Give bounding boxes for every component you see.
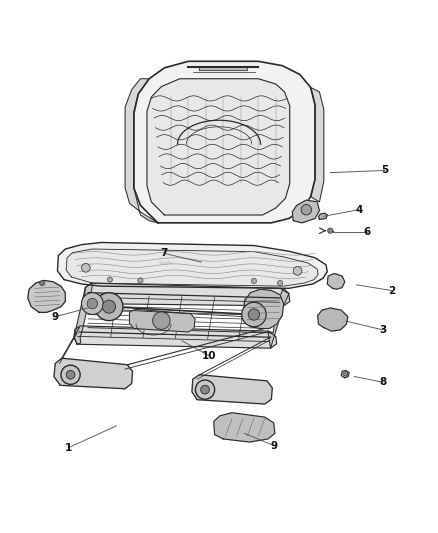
Polygon shape bbox=[214, 413, 275, 442]
Circle shape bbox=[95, 293, 123, 321]
Text: 3: 3 bbox=[379, 325, 386, 335]
Polygon shape bbox=[199, 67, 247, 70]
Polygon shape bbox=[147, 79, 290, 215]
Text: 2: 2 bbox=[388, 286, 395, 295]
Polygon shape bbox=[57, 243, 327, 288]
Polygon shape bbox=[134, 61, 315, 223]
Circle shape bbox=[87, 298, 98, 309]
Polygon shape bbox=[74, 283, 92, 344]
Circle shape bbox=[301, 205, 311, 215]
Polygon shape bbox=[268, 288, 289, 348]
Text: 7: 7 bbox=[161, 248, 168, 259]
Circle shape bbox=[201, 385, 209, 394]
Circle shape bbox=[343, 372, 348, 376]
Circle shape bbox=[138, 278, 143, 283]
Circle shape bbox=[61, 365, 80, 384]
Polygon shape bbox=[244, 289, 284, 328]
Circle shape bbox=[152, 312, 170, 329]
Polygon shape bbox=[28, 280, 65, 312]
Polygon shape bbox=[66, 249, 318, 286]
Text: 9: 9 bbox=[270, 440, 277, 450]
Circle shape bbox=[242, 302, 266, 327]
Polygon shape bbox=[130, 309, 195, 332]
Circle shape bbox=[102, 300, 116, 313]
Circle shape bbox=[328, 228, 333, 233]
Polygon shape bbox=[327, 273, 345, 289]
Circle shape bbox=[81, 293, 103, 314]
Polygon shape bbox=[85, 283, 290, 306]
Polygon shape bbox=[341, 370, 349, 378]
Text: 9: 9 bbox=[52, 312, 59, 322]
Polygon shape bbox=[318, 213, 327, 220]
Polygon shape bbox=[74, 326, 277, 348]
Text: 6: 6 bbox=[364, 227, 371, 237]
Circle shape bbox=[248, 309, 260, 320]
Circle shape bbox=[66, 370, 75, 379]
Circle shape bbox=[251, 278, 257, 284]
Text: Chrysler: Chrysler bbox=[159, 261, 174, 265]
Circle shape bbox=[107, 277, 113, 282]
Circle shape bbox=[195, 380, 215, 399]
Polygon shape bbox=[318, 308, 348, 331]
Text: 10: 10 bbox=[202, 351, 217, 361]
Polygon shape bbox=[54, 358, 133, 389]
Circle shape bbox=[39, 280, 45, 286]
Text: 1: 1 bbox=[65, 443, 72, 453]
Polygon shape bbox=[125, 79, 158, 223]
Polygon shape bbox=[192, 375, 272, 404]
Polygon shape bbox=[311, 87, 324, 202]
Text: 4: 4 bbox=[355, 205, 362, 215]
Polygon shape bbox=[292, 200, 319, 223]
Text: 8: 8 bbox=[379, 377, 386, 387]
Circle shape bbox=[278, 280, 283, 286]
Text: 5: 5 bbox=[381, 165, 389, 175]
Circle shape bbox=[81, 263, 90, 272]
Circle shape bbox=[293, 266, 302, 275]
